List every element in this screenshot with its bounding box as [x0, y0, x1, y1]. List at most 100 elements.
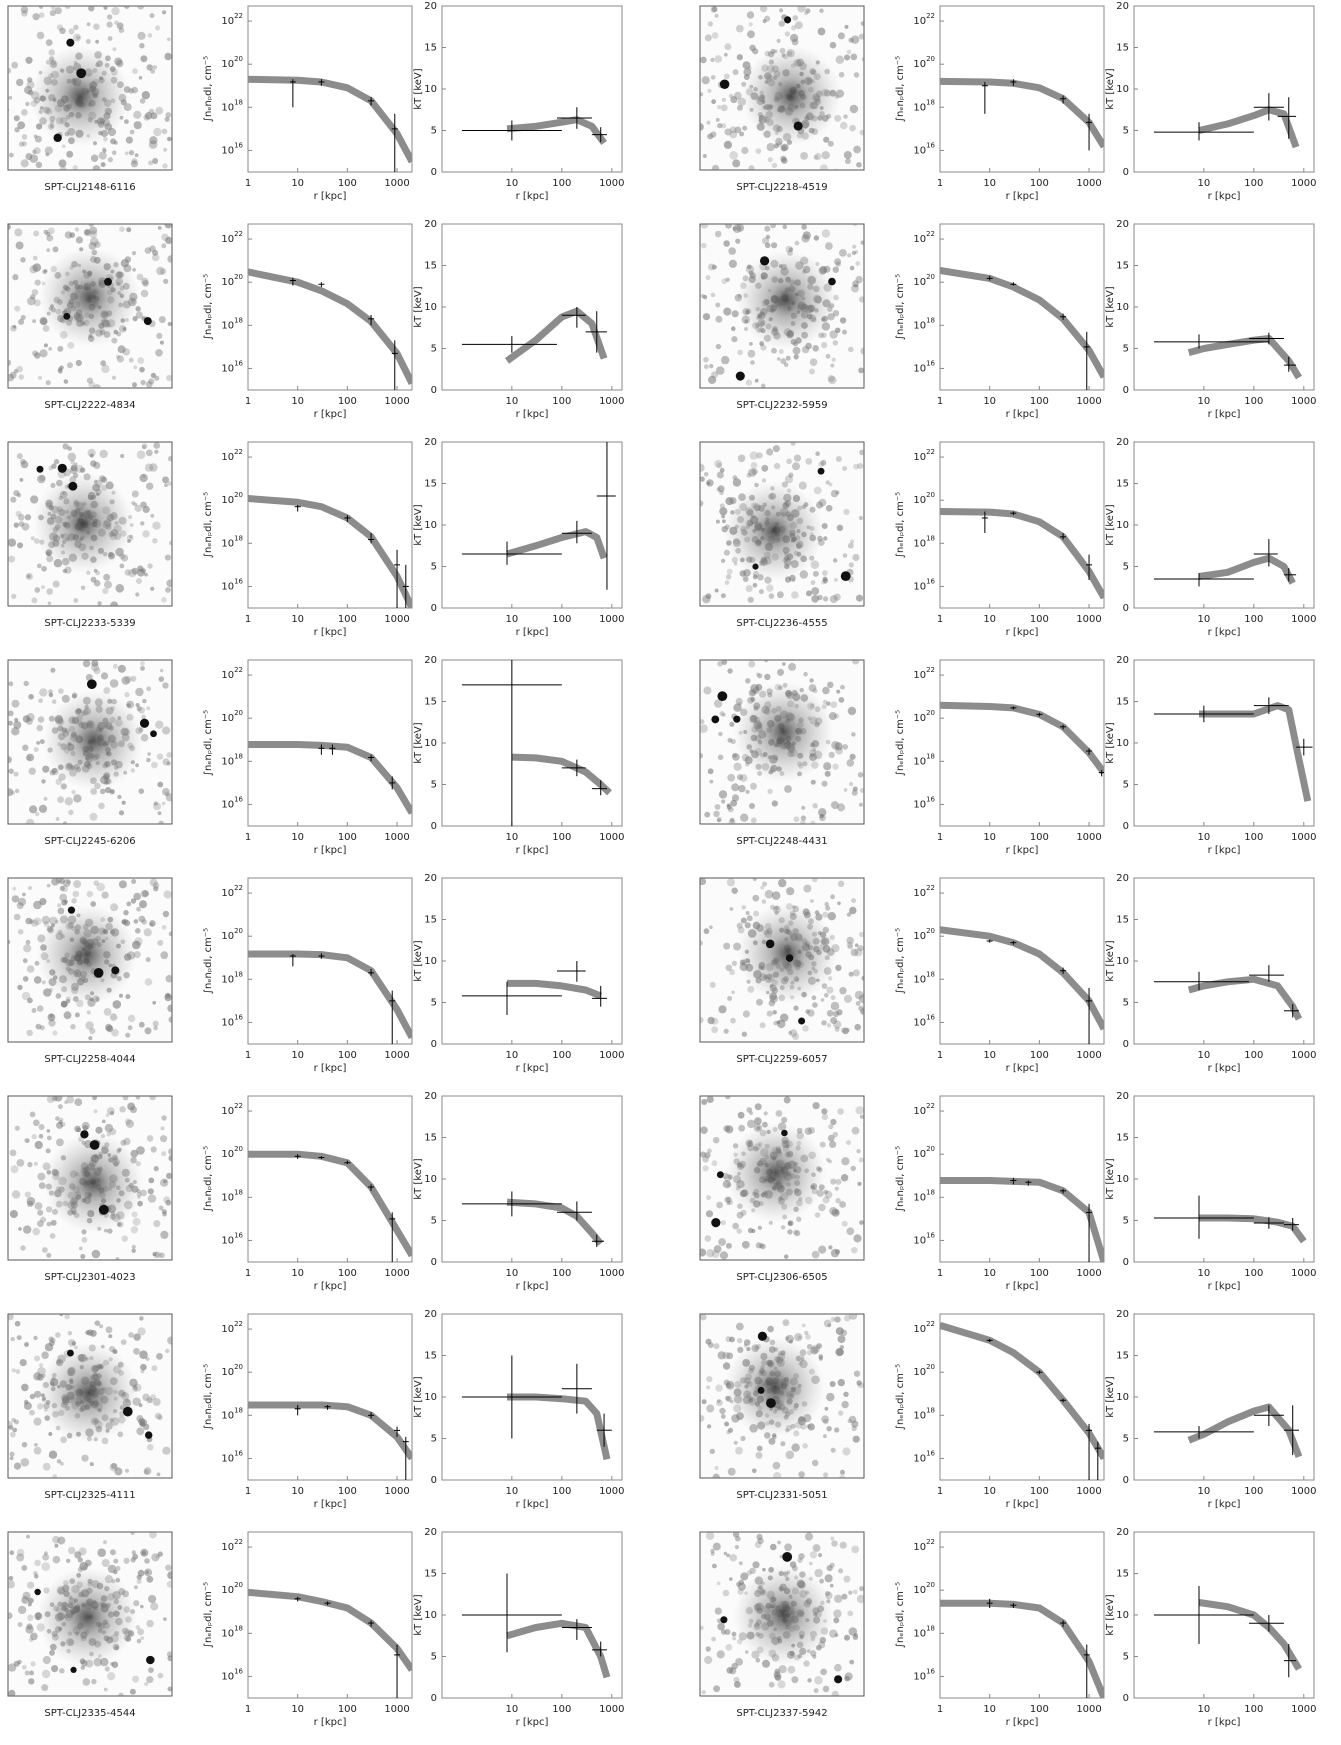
speckle [842, 1027, 849, 1035]
speckle [851, 898, 857, 904]
speckle [86, 22, 91, 27]
speckle [27, 1200, 34, 1208]
speckle [721, 558, 726, 563]
speckle [33, 134, 38, 139]
speckle [22, 958, 28, 964]
speckle [784, 785, 792, 793]
speckle [712, 1542, 721, 1551]
speckle [812, 688, 818, 694]
speckle [159, 668, 164, 673]
y-tick-label: 1018 [913, 1406, 935, 1421]
speckle [51, 699, 57, 704]
speckle [94, 1320, 101, 1326]
speckle [14, 305, 21, 312]
x-tick-label: 100 [338, 1268, 357, 1279]
fit-curve [248, 1588, 412, 1672]
speckle [705, 593, 712, 600]
speckle [700, 878, 707, 886]
x-tick-label: 1 [937, 396, 943, 407]
speckle [8, 939, 11, 945]
speckle [746, 1570, 752, 1576]
speckle [840, 1329, 848, 1337]
speckle [149, 1532, 157, 1539]
speckle [151, 1365, 158, 1372]
speckle [122, 1096, 129, 1101]
speckle [116, 355, 124, 363]
speckle [809, 358, 818, 367]
speckle [55, 1116, 60, 1121]
speckle [133, 502, 138, 507]
speckle [163, 1617, 167, 1621]
speckle [736, 54, 743, 61]
speckle [855, 1106, 864, 1115]
speckle [14, 788, 20, 794]
x-axis-label: r [kpc] [314, 1281, 347, 1292]
fit-curve [506, 1198, 604, 1246]
speckle [733, 91, 742, 100]
speckle [708, 263, 715, 271]
speckle [152, 521, 161, 530]
speckle [39, 688, 48, 697]
speckle [702, 595, 711, 604]
speckle [166, 1651, 172, 1658]
speckle [68, 28, 75, 35]
cluster-glow [737, 903, 838, 1004]
speckle [837, 880, 845, 887]
speckle [811, 995, 817, 1001]
speckle [62, 144, 66, 148]
y-tick-label: 1020 [913, 709, 935, 724]
y-axis-label: kT [keV] [1105, 504, 1116, 545]
speckle [24, 1138, 29, 1143]
speckle [38, 1124, 45, 1130]
x-tick-label: 100 [338, 1486, 357, 1497]
point-source [139, 718, 150, 728]
speckle [741, 146, 749, 155]
speckle [145, 449, 153, 457]
x-axis-label: r [kpc] [314, 409, 347, 420]
x-tick-label: 1 [937, 178, 943, 189]
speckle [768, 1437, 776, 1445]
speckle [849, 104, 859, 114]
speckle [99, 449, 108, 459]
speckle [849, 124, 856, 132]
speckle [71, 1341, 77, 1346]
speckle [152, 249, 159, 256]
speckle [133, 1347, 140, 1355]
speckle [843, 1575, 851, 1583]
speckle [851, 1425, 857, 1432]
speckle [715, 315, 723, 323]
plot-frame [441, 223, 623, 391]
speckle [721, 799, 726, 804]
speckle [831, 1540, 838, 1547]
speckle [764, 15, 771, 22]
speckle [859, 449, 864, 456]
speckle [859, 129, 864, 136]
speckle [844, 1314, 851, 1322]
point-source [67, 906, 76, 914]
plot-frame [441, 441, 623, 609]
speckle [153, 1025, 158, 1031]
x-axis-label: r [kpc] [314, 1717, 347, 1728]
speckle [42, 765, 50, 773]
speckle [839, 317, 847, 324]
x-tick-label: 1000 [1291, 178, 1316, 189]
speckle [132, 68, 138, 74]
speckle [809, 1561, 813, 1566]
speckle [88, 224, 94, 227]
speckle [8, 555, 16, 563]
speckle [139, 473, 148, 483]
speckle [12, 1427, 18, 1433]
plot-area [248, 1588, 412, 1698]
speckle [700, 463, 705, 472]
x-tick-label: 1000 [599, 1268, 624, 1279]
speckle [46, 883, 51, 888]
y-tick-label: 0 [431, 1693, 437, 1704]
speckle [43, 229, 49, 235]
speckle [858, 931, 864, 938]
speckle [77, 1557, 84, 1563]
speckle [838, 697, 845, 703]
y-tick-label: 20 [424, 1527, 437, 1538]
speckle [39, 475, 46, 482]
speckle [144, 247, 152, 254]
speckle [161, 243, 167, 249]
